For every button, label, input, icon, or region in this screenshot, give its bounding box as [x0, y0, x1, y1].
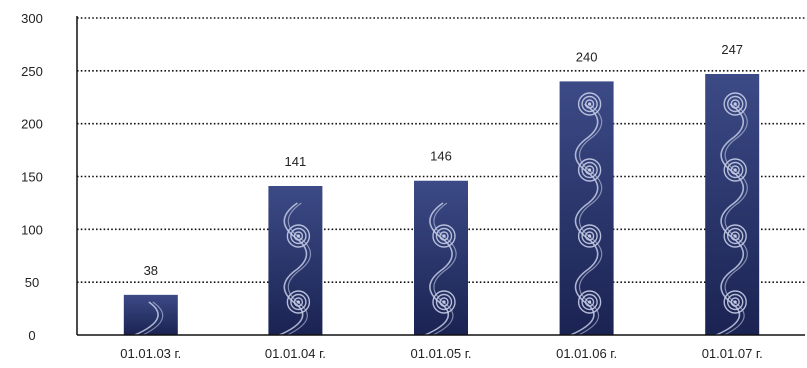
ornament-wave [570, 103, 599, 336]
ornament-ring [432, 290, 456, 314]
ornament-ring [577, 290, 602, 314]
bar-group-2 [414, 180, 468, 336]
ornament-ring [581, 161, 598, 179]
ornament-ring [577, 224, 602, 248]
x-tick-label-4: 01.01.07 г. [702, 346, 763, 361]
bar-group-0 [123, 294, 178, 336]
ornament-ring [723, 158, 747, 182]
ornament-ring [727, 95, 744, 113]
ornament-wave [424, 202, 453, 336]
ornament-ring [727, 161, 744, 179]
ornament-ring [581, 95, 598, 113]
data-label-4: 247 [721, 42, 743, 57]
ornament-ring [577, 158, 602, 182]
ornament-wave [715, 103, 744, 336]
ornament-wave-inner [432, 202, 457, 336]
y-tick-label-150: 150 [21, 170, 43, 185]
y-tick-label-200: 200 [21, 117, 43, 132]
x-tick-label-0: 01.01.03 г. [120, 346, 181, 361]
data-label-1: 141 [285, 154, 307, 169]
ornament-ring [723, 92, 747, 116]
data-label-3: 240 [576, 49, 598, 64]
x-tick-label-3: 01.01.06 г. [556, 346, 617, 361]
ornament-ring [723, 224, 747, 248]
ornament-ring [290, 293, 307, 311]
ornament-wave-inner [723, 103, 748, 336]
bar-0 [123, 294, 178, 335]
ornament-ring [727, 227, 744, 245]
ornament-ring [286, 224, 311, 248]
ornament-wave [279, 202, 308, 336]
ornament-ring [435, 293, 453, 311]
bar-group-1 [268, 186, 323, 336]
ornament-ring [581, 293, 598, 311]
y-tick-label-300: 300 [21, 11, 43, 26]
ornament-ring [723, 290, 747, 314]
ornament-wave-inner [142, 301, 164, 336]
y-tick-label-0: 0 [28, 328, 35, 343]
ornament-ring [432, 224, 456, 248]
y-tick-label-250: 250 [21, 64, 43, 79]
bar-group-4 [705, 74, 760, 336]
bar-group-3 [559, 81, 614, 336]
data-label-2: 146 [430, 149, 452, 164]
ornament-ring [727, 293, 744, 311]
ornament-ring [577, 92, 602, 116]
y-tick-label-50: 50 [25, 275, 39, 290]
ornament-wave-inner [287, 202, 311, 336]
data-label-0: 38 [144, 263, 158, 278]
y-tick-label-100: 100 [21, 222, 43, 237]
x-tick-label-1: 01.01.04 г. [265, 346, 326, 361]
x-tick-label-2: 01.01.05 г. [411, 346, 472, 361]
ornament-ring [581, 227, 598, 245]
ornament-ring [435, 227, 453, 245]
ornament-ring [290, 227, 307, 245]
ornament-wave-inner [578, 103, 603, 336]
ornament-wave [134, 301, 159, 336]
ornament-ring [286, 290, 311, 314]
bar-1 [268, 186, 323, 335]
